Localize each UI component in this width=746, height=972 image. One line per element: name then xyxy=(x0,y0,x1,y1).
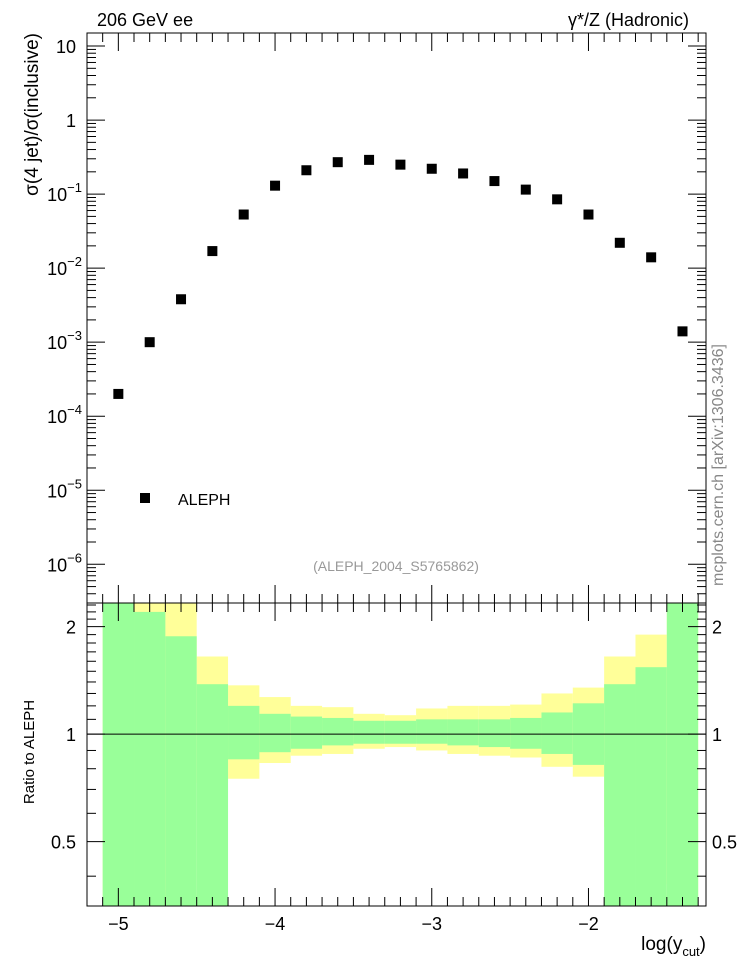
data-point xyxy=(677,326,688,337)
energy-label: 206 GeV ee xyxy=(97,10,193,30)
y-tick-label-exponent: −1 xyxy=(67,180,82,195)
x-axis-label-subscript: cut xyxy=(682,944,700,959)
y-tick-label-base: 10 xyxy=(47,407,67,427)
main-y-axis-label: σ(4 jet)/σ(inclusive) xyxy=(22,33,43,196)
ratio-panel: 210.5 210.5 −5 −4 −3 −2 Ratio to ALEPH log(… xyxy=(21,602,737,959)
stat-uncertainty-bin xyxy=(259,713,291,753)
stat-uncertainty-bin xyxy=(635,667,667,906)
data-point xyxy=(520,184,531,195)
stat-uncertainty-bin xyxy=(604,684,636,906)
data-point xyxy=(552,194,563,205)
ratio-y-tick-label-right: 0.5 xyxy=(712,833,737,853)
data-point xyxy=(583,209,594,220)
x-axis-label: log(ycut) xyxy=(641,934,706,959)
y-tick-label: 10−5 xyxy=(47,476,82,501)
stat-uncertainty-bin xyxy=(322,717,354,746)
stat-uncertainty-bin xyxy=(666,603,699,906)
y-tick-label-base: 10 xyxy=(47,481,67,501)
legend-marker xyxy=(140,493,150,503)
y-tick-label: 10−1 xyxy=(47,180,82,205)
ratio-y-tick-label-right: 1 xyxy=(712,725,722,745)
stat-uncertainty-bin xyxy=(102,603,135,906)
stat-uncertainty-bin xyxy=(416,719,448,744)
y-tick-label: 10−3 xyxy=(47,328,82,353)
stat-uncertainty-bin xyxy=(541,712,573,754)
x-axis-label-main: log(y xyxy=(641,934,683,955)
ratio-y-axis-label: Ratio to ALEPH xyxy=(21,700,38,804)
x-tick-label: −2 xyxy=(578,914,599,934)
ratio-y-tick-labels-right: 210.5 xyxy=(712,618,737,853)
stat-uncertainty-bin xyxy=(196,684,229,906)
main-plot-frame xyxy=(86,32,707,604)
data-point xyxy=(332,157,343,168)
watermark: mcplots.cern.ch [arXiv:1306.3436] xyxy=(710,344,727,586)
data-point xyxy=(113,388,124,399)
x-tick-label: −5 xyxy=(108,914,129,934)
stat-uncertainty-bin xyxy=(134,611,166,906)
data-points xyxy=(113,154,688,399)
stat-uncertainty-bin xyxy=(510,717,542,749)
stat-uncertainty-bin xyxy=(165,636,197,906)
data-point xyxy=(207,246,218,257)
ratio-y-tick-label: 0.5 xyxy=(51,833,76,853)
ratio-y-tick-label-right: 2 xyxy=(712,618,722,638)
data-point xyxy=(614,237,625,248)
y-tick-label-exponent: −6 xyxy=(67,550,82,565)
data-point xyxy=(144,337,155,348)
stat-uncertainty-bin xyxy=(228,705,260,760)
y-tick-label: 1 xyxy=(66,111,76,131)
x-tick-label: −3 xyxy=(421,914,442,934)
ratio-plot-ticks xyxy=(86,603,706,906)
ratio-bands xyxy=(102,603,699,906)
stat-uncertainty-bin xyxy=(447,719,479,746)
y-tick-label-exponent: −4 xyxy=(67,402,82,417)
ratio-y-tick-labels-left: 210.5 xyxy=(51,618,76,853)
y-tick-label-base: 10 xyxy=(47,555,67,575)
process-label: γ*/Z (Hadronic) xyxy=(568,10,689,30)
data-point xyxy=(458,168,469,179)
data-point xyxy=(395,159,406,170)
main-plot-ticks xyxy=(86,33,706,604)
y-tick-label: 10−4 xyxy=(47,402,82,427)
stat-uncertainty-bin xyxy=(478,719,511,748)
y-tick-label-exponent: −2 xyxy=(67,254,82,269)
y-tick-label: 10−2 xyxy=(47,254,82,279)
y-tick-label-base: 10 xyxy=(47,185,67,205)
data-point xyxy=(489,176,500,187)
data-point xyxy=(270,180,281,191)
y-tick-label: 10−6 xyxy=(47,550,82,575)
y-tick-label-exponent: −3 xyxy=(67,328,82,343)
data-point xyxy=(176,294,187,305)
ratio-y-tick-label: 2 xyxy=(66,618,76,638)
data-point xyxy=(301,165,312,176)
x-tick-labels: −5 −4 −3 −2 xyxy=(108,914,599,934)
y-tick-label-base: 10 xyxy=(47,259,67,279)
data-point xyxy=(364,154,375,165)
x-tick-label: −4 xyxy=(265,914,286,934)
data-point xyxy=(238,209,249,220)
y-tick-label-base: 10 xyxy=(47,333,67,353)
analysis-label: (ALEPH_2004_S5765862) xyxy=(313,558,479,574)
ratio-y-tick-label: 1 xyxy=(66,725,76,745)
ratio-plot-frame xyxy=(86,602,707,907)
y-tick-label-exponent: −5 xyxy=(67,476,82,491)
y-tick-label: 10 xyxy=(56,37,76,57)
legend-label: ALEPH xyxy=(178,492,230,509)
stat-uncertainty-bin xyxy=(290,716,323,749)
stat-uncertainty-bin xyxy=(384,720,417,744)
data-point xyxy=(646,252,657,263)
x-axis-label-close: ) xyxy=(700,934,706,955)
data-point xyxy=(426,163,437,174)
stat-uncertainty-bin xyxy=(353,720,385,744)
